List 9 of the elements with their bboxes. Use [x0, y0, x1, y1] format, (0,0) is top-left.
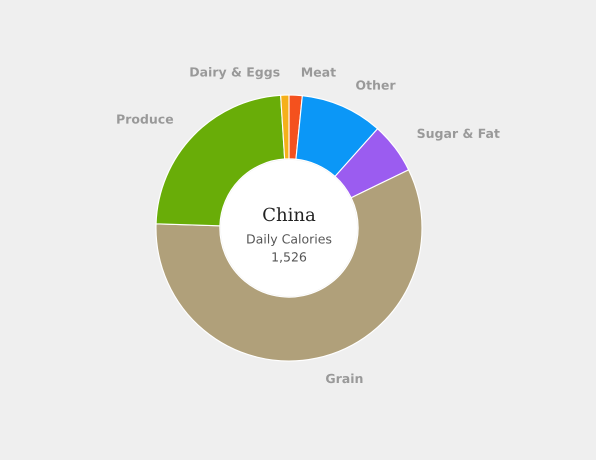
slice-label: Dairy & Eggs [190, 66, 280, 80]
slice-label: Sugar & Fat [418, 128, 500, 141]
text: China [263, 207, 316, 222]
slice-label: Other [356, 80, 396, 90]
text: 1,526 [272, 252, 306, 263]
slice-label: Meat [302, 68, 336, 77]
slice-label: Produce [117, 114, 174, 124]
text: Daily Calories [247, 234, 332, 246]
slice-label: Grain [326, 374, 362, 384]
